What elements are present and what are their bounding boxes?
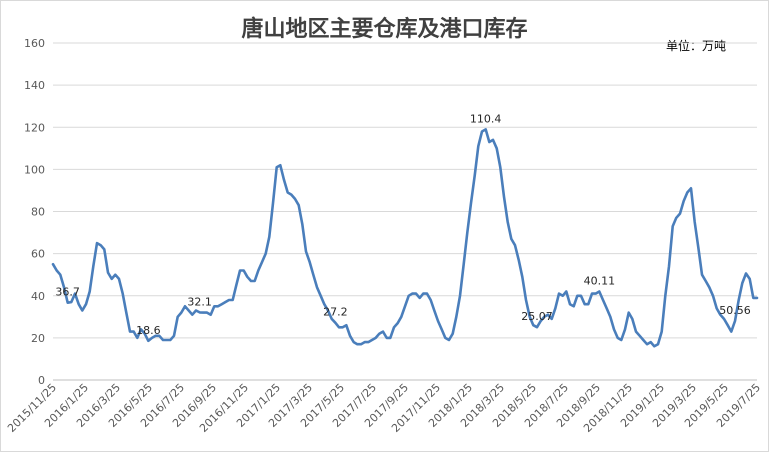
y-tick-label: 80 bbox=[31, 206, 45, 219]
y-tick-label: 20 bbox=[31, 332, 45, 345]
y-tick-label: 120 bbox=[24, 121, 45, 134]
y-tick-label: 160 bbox=[24, 37, 45, 50]
data-label: 50.56 bbox=[719, 304, 751, 317]
y-tick-label: 100 bbox=[24, 163, 45, 176]
data-label: 27.2 bbox=[323, 306, 348, 319]
data-label: 110.4 bbox=[470, 112, 502, 125]
y-tick-label: 40 bbox=[31, 290, 45, 303]
series-line bbox=[51, 128, 759, 348]
data-label: 25.07 bbox=[521, 310, 553, 323]
y-tick-label: 0 bbox=[38, 374, 45, 387]
chart-title: 唐山地区主要仓库及港口库存 bbox=[241, 16, 528, 42]
data-label: 18.6 bbox=[136, 324, 161, 337]
y-tick-label: 60 bbox=[31, 248, 45, 261]
data-label: 32.1 bbox=[187, 295, 212, 308]
y-tick-label: 140 bbox=[24, 79, 45, 92]
data-label: 36.7 bbox=[55, 286, 80, 299]
data-label: 40.11 bbox=[584, 275, 616, 288]
